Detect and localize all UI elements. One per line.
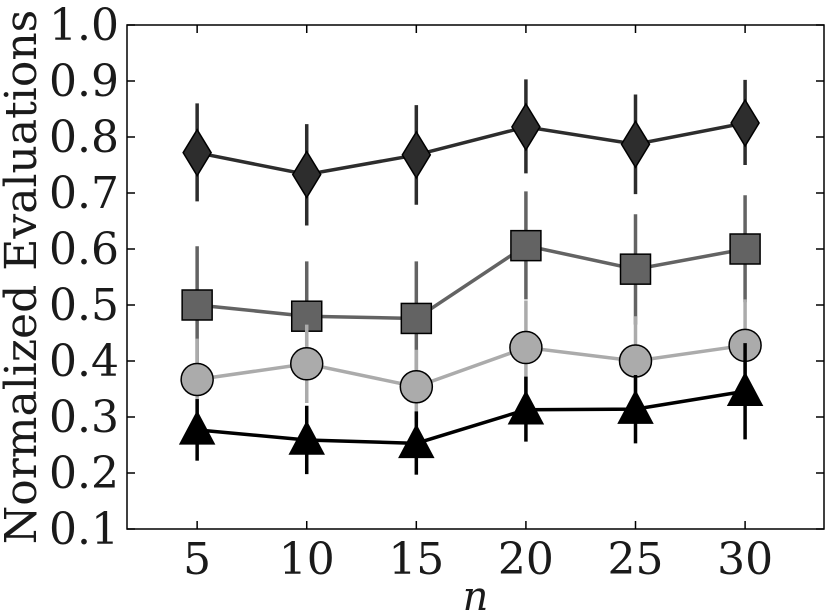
x-tick-label: 5 xyxy=(183,534,211,585)
y-tick-label: 0.3 xyxy=(49,392,119,443)
data-point-triangle xyxy=(288,420,325,455)
data-point-circle xyxy=(180,362,214,397)
series-line xyxy=(196,343,746,389)
plot-marks xyxy=(178,79,764,475)
data-point-triangle xyxy=(178,410,216,445)
data-point-diamond xyxy=(620,119,651,169)
x-tick-label: 10 xyxy=(279,534,335,585)
x-tick-label: 25 xyxy=(608,534,664,585)
data-point-triangle xyxy=(726,371,764,406)
x-axis-title: n xyxy=(463,574,489,616)
y-tick-label: 0.8 xyxy=(49,112,119,163)
data-point-circle xyxy=(618,344,653,378)
data-point-square xyxy=(619,253,652,285)
series-triangle xyxy=(178,343,764,475)
data-point-diamond xyxy=(401,130,432,180)
data-point-diamond xyxy=(511,102,541,152)
series-line xyxy=(196,389,746,446)
x-tick-label: 15 xyxy=(388,534,444,585)
y-tick-label: 0.5 xyxy=(49,280,119,331)
data-point-diamond xyxy=(730,98,760,148)
y-tick-label: 0.1 xyxy=(49,504,119,555)
data-point-triangle xyxy=(507,390,545,425)
y-axis-title: Normalized Evaluations xyxy=(0,10,47,545)
data-point-diamond xyxy=(182,128,213,178)
y-tick-label: 0.6 xyxy=(49,224,119,275)
data-point-circle xyxy=(509,330,543,365)
plot-frame xyxy=(126,24,825,530)
y-tick-label: 0.4 xyxy=(49,336,119,387)
data-point-square xyxy=(400,302,433,335)
series-square xyxy=(181,191,761,375)
data-point-triangle xyxy=(398,423,435,459)
y-tick-label: 0.2 xyxy=(49,448,119,499)
y-tick-label: 0.7 xyxy=(49,168,119,219)
x-tick-label: 20 xyxy=(498,534,554,585)
data-point-triangle xyxy=(617,389,654,424)
y-tick-label: 0.9 xyxy=(49,56,119,107)
data-point-circle xyxy=(289,347,324,381)
series-diamond xyxy=(182,79,760,226)
data-point-square xyxy=(729,233,761,265)
data-point-square xyxy=(181,289,213,321)
series-line xyxy=(196,243,746,321)
data-point-diamond xyxy=(291,150,322,199)
axis-ticks: 0.10.20.30.40.50.60.70.80.91.0 5 10 15 20 25 3… xyxy=(49,0,824,585)
data-point-square xyxy=(510,229,542,262)
y-tick-label: 1.0 xyxy=(49,0,119,51)
x-tick-label: 30 xyxy=(717,534,773,585)
data-point-circle xyxy=(399,370,434,404)
series-line xyxy=(196,121,746,177)
